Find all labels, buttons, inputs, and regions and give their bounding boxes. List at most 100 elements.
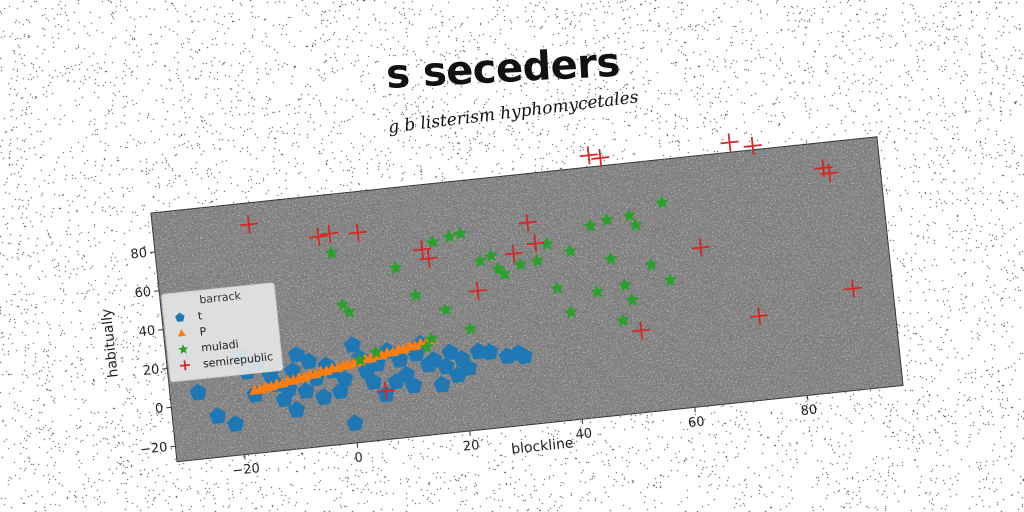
data-point (287, 400, 306, 418)
data-point (299, 371, 311, 383)
data-point (622, 208, 636, 223)
y-tick (154, 290, 160, 292)
data-point (563, 304, 578, 319)
data-point (208, 407, 226, 425)
data-point (617, 277, 632, 292)
data-point (433, 375, 451, 393)
data-point (424, 331, 439, 346)
data-point (239, 215, 258, 234)
legend-marker (179, 360, 191, 371)
data-point (335, 297, 350, 312)
data-point (615, 313, 630, 327)
data-point (387, 346, 400, 357)
data-point (398, 365, 416, 383)
data-point (419, 249, 438, 268)
y-axis-label: habitually (99, 308, 122, 379)
data-point (189, 383, 207, 401)
data-point (504, 244, 523, 263)
data-point (526, 234, 545, 253)
data-point (324, 245, 339, 260)
data-point (632, 321, 651, 340)
data-point (287, 345, 305, 363)
data-point (368, 345, 383, 359)
data-point (583, 218, 598, 233)
data-point (468, 281, 487, 300)
legend-marker (178, 344, 189, 354)
y-tick (158, 329, 164, 331)
x-tick (806, 395, 809, 401)
x-tick-label: 60 (687, 414, 705, 431)
x-tick (694, 407, 696, 413)
y-tick-label: 40 (138, 324, 156, 341)
legend-box (161, 282, 284, 383)
data-point (590, 284, 604, 299)
data-point (743, 136, 762, 155)
y-tick (166, 406, 172, 409)
y-tick (162, 368, 168, 370)
legend-entry-P: P (177, 325, 207, 339)
data-point (469, 342, 487, 360)
data-point (662, 272, 677, 287)
data-point (320, 224, 339, 243)
data-point (473, 253, 487, 268)
data-point (413, 240, 432, 259)
legend-entry-t: t (175, 309, 204, 323)
y-tick (149, 251, 156, 253)
series-muladi (324, 195, 677, 367)
legend-marker (175, 312, 185, 322)
data-point (266, 380, 278, 392)
data-point (297, 382, 315, 399)
data-point (579, 146, 598, 165)
data-point (515, 347, 533, 365)
data-point (341, 304, 356, 319)
legend-entry-muladi: muladi (178, 338, 240, 355)
data-point (226, 415, 244, 432)
data-point (425, 235, 440, 249)
data-point (348, 223, 367, 242)
data-point (419, 339, 434, 354)
y-tick-label: 60 (134, 285, 152, 302)
data-point (376, 381, 395, 400)
data-point (332, 361, 344, 373)
x-tick-label: 80 (800, 403, 818, 420)
data-point (843, 279, 863, 298)
data-point (404, 376, 422, 394)
legend-label: muladi (201, 338, 240, 355)
legend-label: t (197, 309, 203, 322)
data-point (438, 302, 453, 317)
data-point (309, 227, 328, 246)
data-point (255, 383, 267, 395)
x-tick-label: −20 (232, 461, 261, 479)
data-point (376, 349, 389, 361)
data-point (315, 388, 333, 406)
data-point (283, 362, 301, 379)
data-point (628, 217, 643, 232)
x-tick-label: 40 (575, 426, 593, 443)
data-point (288, 374, 300, 386)
x-tick (356, 442, 359, 448)
data-point (343, 336, 361, 353)
data-point (530, 253, 544, 268)
data-point (644, 257, 659, 271)
x-tick-label: 20 (462, 438, 480, 455)
data-point (518, 213, 537, 232)
data-point (490, 261, 505, 276)
data-point (321, 365, 333, 376)
y-tick (170, 445, 176, 448)
y-tick-label: 0 (154, 401, 164, 417)
data-point (549, 280, 564, 295)
data-point (563, 244, 578, 258)
x-tick (469, 430, 471, 437)
data-point (437, 357, 455, 375)
data-point (424, 351, 442, 368)
data-point (335, 370, 353, 388)
data-point (310, 368, 322, 379)
data-point (691, 238, 710, 257)
data-point (364, 373, 382, 390)
data-point (331, 382, 349, 400)
data-point (299, 352, 317, 370)
data-point (365, 352, 378, 364)
data-point (820, 164, 839, 183)
data-point (481, 343, 499, 361)
